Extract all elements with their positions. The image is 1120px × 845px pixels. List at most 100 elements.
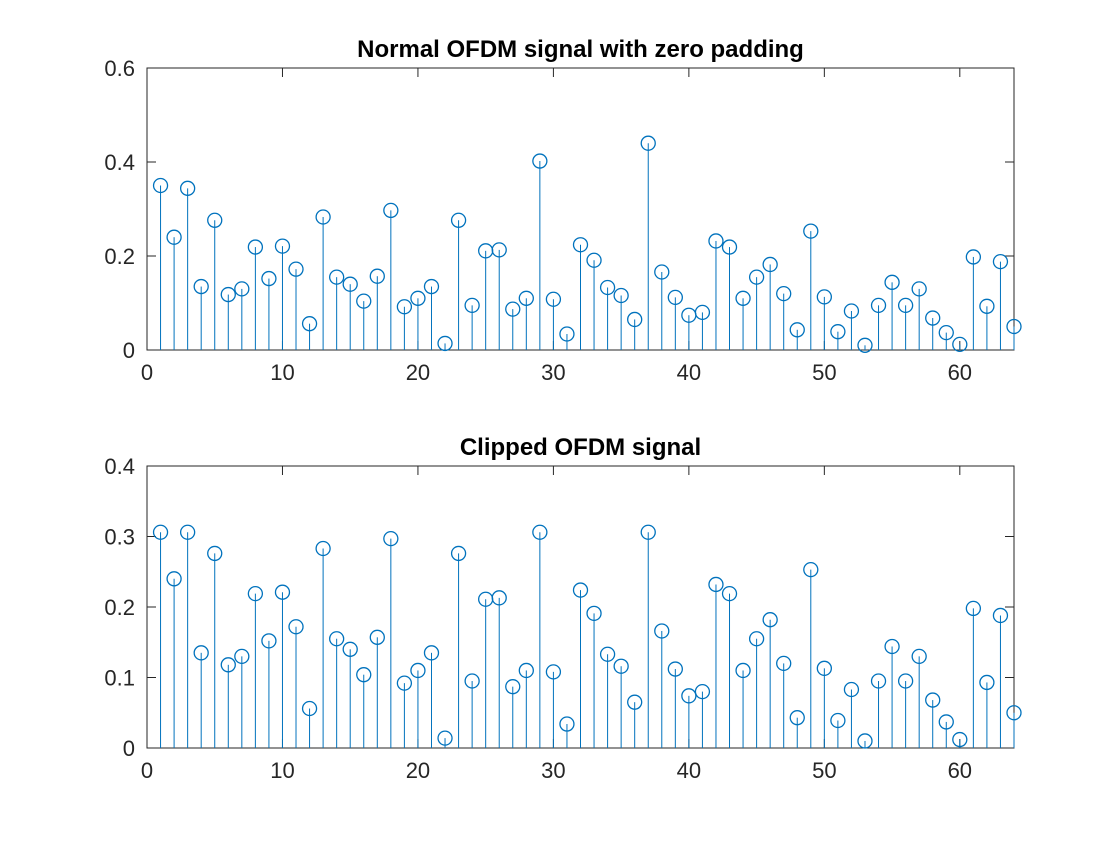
stem-marker — [938, 714, 954, 730]
stem-3 — [179, 180, 196, 350]
stem-32 — [572, 237, 589, 350]
stem-63 — [992, 607, 1009, 748]
stem-marker — [979, 674, 995, 691]
stem-17 — [369, 268, 385, 350]
stem-marker — [152, 524, 169, 540]
stem-marker — [532, 153, 548, 169]
x-tick-label: 60 — [948, 758, 972, 783]
stem-marker — [220, 657, 236, 673]
stem-marker — [261, 270, 277, 287]
stem-56 — [897, 673, 914, 748]
stem-25 — [478, 243, 494, 350]
stem-27 — [505, 679, 521, 748]
stem-24 — [464, 673, 480, 748]
stem-marker — [613, 287, 629, 304]
stem-marker — [396, 675, 413, 691]
stem-marker — [342, 641, 358, 657]
stem-48 — [789, 710, 805, 748]
stem-marker — [207, 545, 223, 562]
stem-57 — [911, 281, 927, 350]
stem-marker — [911, 648, 927, 664]
stem-marker — [545, 664, 562, 680]
stem-marker — [179, 180, 196, 196]
stem-marker — [599, 279, 616, 296]
stem-marker — [748, 631, 765, 647]
stem-marker — [247, 585, 264, 602]
x-tick-label: 30 — [541, 360, 565, 385]
stem-marker — [640, 135, 656, 151]
stem-16 — [356, 293, 372, 350]
stem-60 — [952, 336, 968, 353]
stem-53 — [857, 733, 873, 749]
stem-64 — [1006, 705, 1022, 748]
stem-33 — [586, 252, 602, 350]
stem-40 — [681, 307, 697, 350]
x-tick-label: 60 — [948, 360, 972, 385]
stem-marker — [572, 582, 589, 598]
stem-marker — [789, 322, 805, 338]
stem-26 — [491, 590, 507, 748]
stem-24 — [464, 297, 480, 350]
stem-marker — [152, 177, 169, 194]
stem-marker — [179, 524, 196, 540]
chart-title: Normal OFDM signal with zero padding — [357, 36, 804, 63]
stem-28 — [518, 662, 534, 748]
stem-34 — [599, 279, 616, 350]
stem-marker — [613, 658, 629, 674]
stem-37 — [640, 135, 656, 350]
stem-52 — [843, 681, 860, 748]
stem-marker — [694, 683, 711, 700]
stem-marker — [979, 298, 995, 314]
y-tick-label: 0 — [123, 736, 135, 761]
stem-29 — [532, 524, 548, 748]
x-tick-label: 30 — [541, 758, 565, 783]
y-tick-label: 0.4 — [104, 454, 135, 479]
stem-marker — [952, 336, 968, 353]
stem-39 — [667, 289, 683, 350]
stem-55 — [884, 274, 900, 350]
stem-marker — [220, 286, 236, 303]
stem-marker — [843, 681, 860, 698]
stem-marker — [261, 633, 277, 649]
stem-58 — [925, 310, 941, 350]
stem-marker — [423, 645, 440, 661]
stem-marker — [505, 679, 521, 695]
stem-marker — [911, 281, 927, 297]
stem-53 — [857, 337, 873, 353]
subplot-1: 0 10 20 30 40 50 60 0 0.2 0.4 0.6 Normal OFDM signa… — [104, 36, 1022, 385]
stem-14 — [329, 269, 345, 350]
stem-36 — [627, 694, 643, 748]
stem-marker — [925, 692, 941, 708]
stem-marker — [329, 269, 345, 285]
stem-20 — [410, 662, 426, 748]
stem-36 — [627, 311, 643, 350]
stem-marker — [437, 730, 453, 746]
stem-20 — [410, 290, 426, 350]
stem-marker — [870, 673, 887, 689]
stem-28 — [518, 290, 534, 350]
stem-marker — [681, 688, 697, 704]
stem-44 — [735, 662, 751, 748]
stem-50 — [816, 289, 832, 350]
stem-marker — [627, 694, 643, 710]
stem-42 — [708, 576, 724, 748]
stem-marker — [816, 289, 832, 305]
stem-64 — [1006, 318, 1022, 350]
stem-4 — [193, 645, 209, 748]
stem-41 — [694, 683, 711, 748]
stem-5 — [207, 545, 223, 748]
stem-marker — [450, 545, 467, 562]
stem-25 — [478, 591, 494, 748]
stem-marker — [369, 268, 385, 284]
stem-marker — [234, 648, 250, 664]
stem-45 — [748, 269, 765, 350]
stem-marker — [1006, 318, 1022, 335]
stem-marker — [288, 619, 304, 635]
stem-marker — [356, 667, 372, 683]
stem-6 — [220, 657, 236, 748]
stem-marker — [803, 223, 819, 239]
stem-marker — [667, 289, 683, 306]
stem-1 — [152, 177, 169, 350]
stem-41 — [694, 304, 711, 350]
